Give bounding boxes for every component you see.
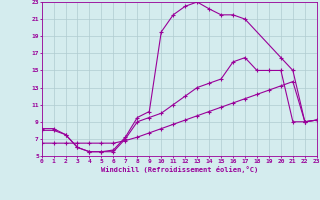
X-axis label: Windchill (Refroidissement éolien,°C): Windchill (Refroidissement éolien,°C) [100, 166, 258, 173]
